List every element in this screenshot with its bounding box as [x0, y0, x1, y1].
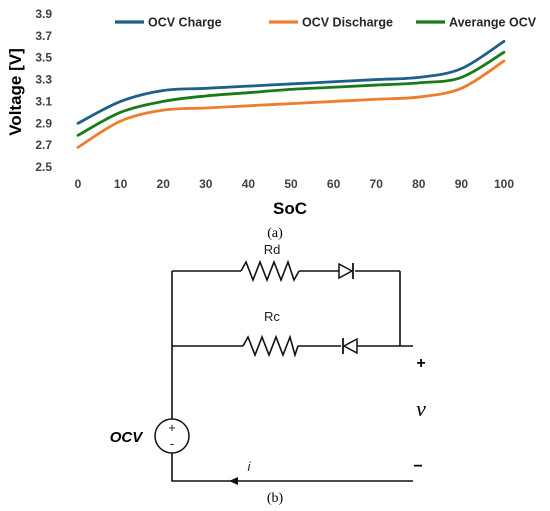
circuit-diagram: Rd Rc + - OCV i + v − [110, 242, 426, 485]
diode-charge-icon [342, 337, 358, 355]
legend-label: Averange OCV [449, 16, 537, 30]
y-tick-label: 2.7 [35, 138, 52, 152]
legend-label: OCV Charge [148, 16, 222, 30]
diode-discharge-icon [338, 262, 354, 280]
ocv-soc-chart: 2.5 2.7 2.9 3.1 3.3 3.5 3.7 3.9 0 10 20 30 40 50 60 70… [6, 7, 537, 218]
terminal-plus: + [416, 355, 425, 372]
resistor-rd [240, 259, 300, 283]
terminal-minus: − [413, 458, 422, 475]
x-tick-label: 100 [494, 177, 514, 191]
x-tick-label: 20 [157, 177, 171, 191]
source-label: OCV [110, 429, 145, 446]
x-tick-label: 80 [412, 177, 426, 191]
y-tick-label: 3.3 [35, 73, 52, 87]
source-plus: + [168, 420, 176, 435]
legend: OCV Charge OCV Discharge Averange OCV [115, 16, 537, 30]
rd-label: Rd [264, 242, 281, 257]
current-label: i [248, 459, 252, 474]
y-tick-labels: 2.5 2.7 2.9 3.1 3.3 3.5 3.7 3.9 [35, 7, 52, 174]
y-axis-title: Voltage [V] [6, 48, 25, 136]
voltage-label: v [416, 396, 426, 421]
x-tick-label: 0 [75, 177, 82, 191]
y-tick-label: 2.5 [35, 160, 52, 174]
caption-a: (a) [267, 226, 283, 241]
x-tick-label: 30 [199, 177, 213, 191]
y-tick-label: 3.5 [35, 51, 52, 65]
x-tick-labels: 0 10 20 30 40 50 60 70 80 90 100 [75, 177, 515, 191]
x-tick-label: 40 [242, 177, 256, 191]
x-tick-label: 10 [114, 177, 128, 191]
x-tick-label: 70 [370, 177, 384, 191]
series-line-ocv-discharge [76, 59, 506, 149]
y-tick-label: 2.9 [35, 116, 52, 130]
current-arrow-icon [229, 477, 238, 485]
caption-b: (b) [267, 491, 284, 506]
y-tick-label: 3.1 [35, 94, 52, 108]
series-line-averange-ocv [76, 50, 506, 137]
legend-label: OCV Discharge [302, 16, 393, 30]
resistor-rc [242, 334, 299, 358]
source-minus: - [170, 436, 174, 451]
rc-label: Rc [264, 309, 280, 324]
x-tick-label: 90 [455, 177, 469, 191]
wire-left [171, 271, 413, 482]
voltage-source-icon [154, 418, 190, 454]
x-axis-title: SoC [273, 199, 307, 218]
x-tick-label: 60 [327, 177, 341, 191]
wire-right [399, 271, 413, 347]
x-tick-label: 50 [284, 177, 298, 191]
y-tick-label: 3.7 [35, 29, 52, 43]
series-line-ocv-charge [76, 39, 506, 125]
series-lines [76, 39, 506, 149]
y-tick-label: 3.9 [35, 7, 52, 21]
